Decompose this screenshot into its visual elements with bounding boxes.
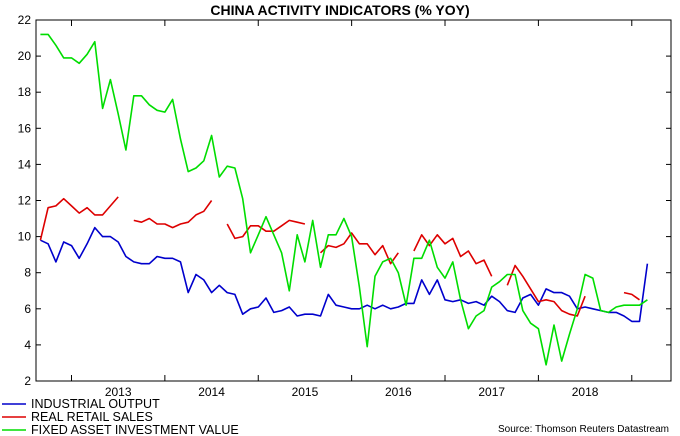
series-line-2 (39, 196, 640, 317)
series-lines (39, 33, 649, 366)
x-tick-label: 2015 (292, 385, 319, 399)
chart-title: CHINA ACTIVITY INDICATORS (% YOY) (210, 2, 469, 18)
series-line-3 (40, 33, 648, 366)
x-tick-label: 2014 (198, 385, 225, 399)
y-tick-label: 6 (24, 302, 31, 316)
x-tick-label: 2018 (572, 385, 599, 399)
series-line-1 (40, 226, 649, 323)
y-tick-label: 8 (24, 266, 31, 280)
y-tick-label: 12 (18, 194, 32, 208)
legend-label: REAL RETAIL SALES (31, 410, 153, 424)
source-note: Source: Thomson Reuters Datastream (498, 424, 669, 435)
x-tick-label: 2016 (385, 385, 412, 399)
x-tick-label: 2013 (105, 385, 132, 399)
y-tick-label: 4 (24, 338, 31, 352)
y-tick-label: 2 (24, 374, 31, 388)
plot-frame (35, 19, 672, 382)
legend-label: INDUSTRIAL OUTPUT (31, 397, 160, 411)
y-tick-label: 22 (18, 13, 32, 27)
y-tick-label: 14 (18, 157, 32, 171)
axes: 2 4 6 8 10 12 14 16 18 20 22 2013 2014 2015 2016 2017 20… (18, 13, 672, 399)
y-tick-label: 10 (18, 230, 32, 244)
y-tick-label: 20 (18, 49, 32, 63)
y-tick-label: 16 (18, 121, 32, 135)
y-tick-label: 18 (18, 85, 32, 99)
legend-label: FIXED ASSET INVESTMENT VALUE (31, 423, 239, 436)
x-tick-label: 2017 (478, 385, 505, 399)
